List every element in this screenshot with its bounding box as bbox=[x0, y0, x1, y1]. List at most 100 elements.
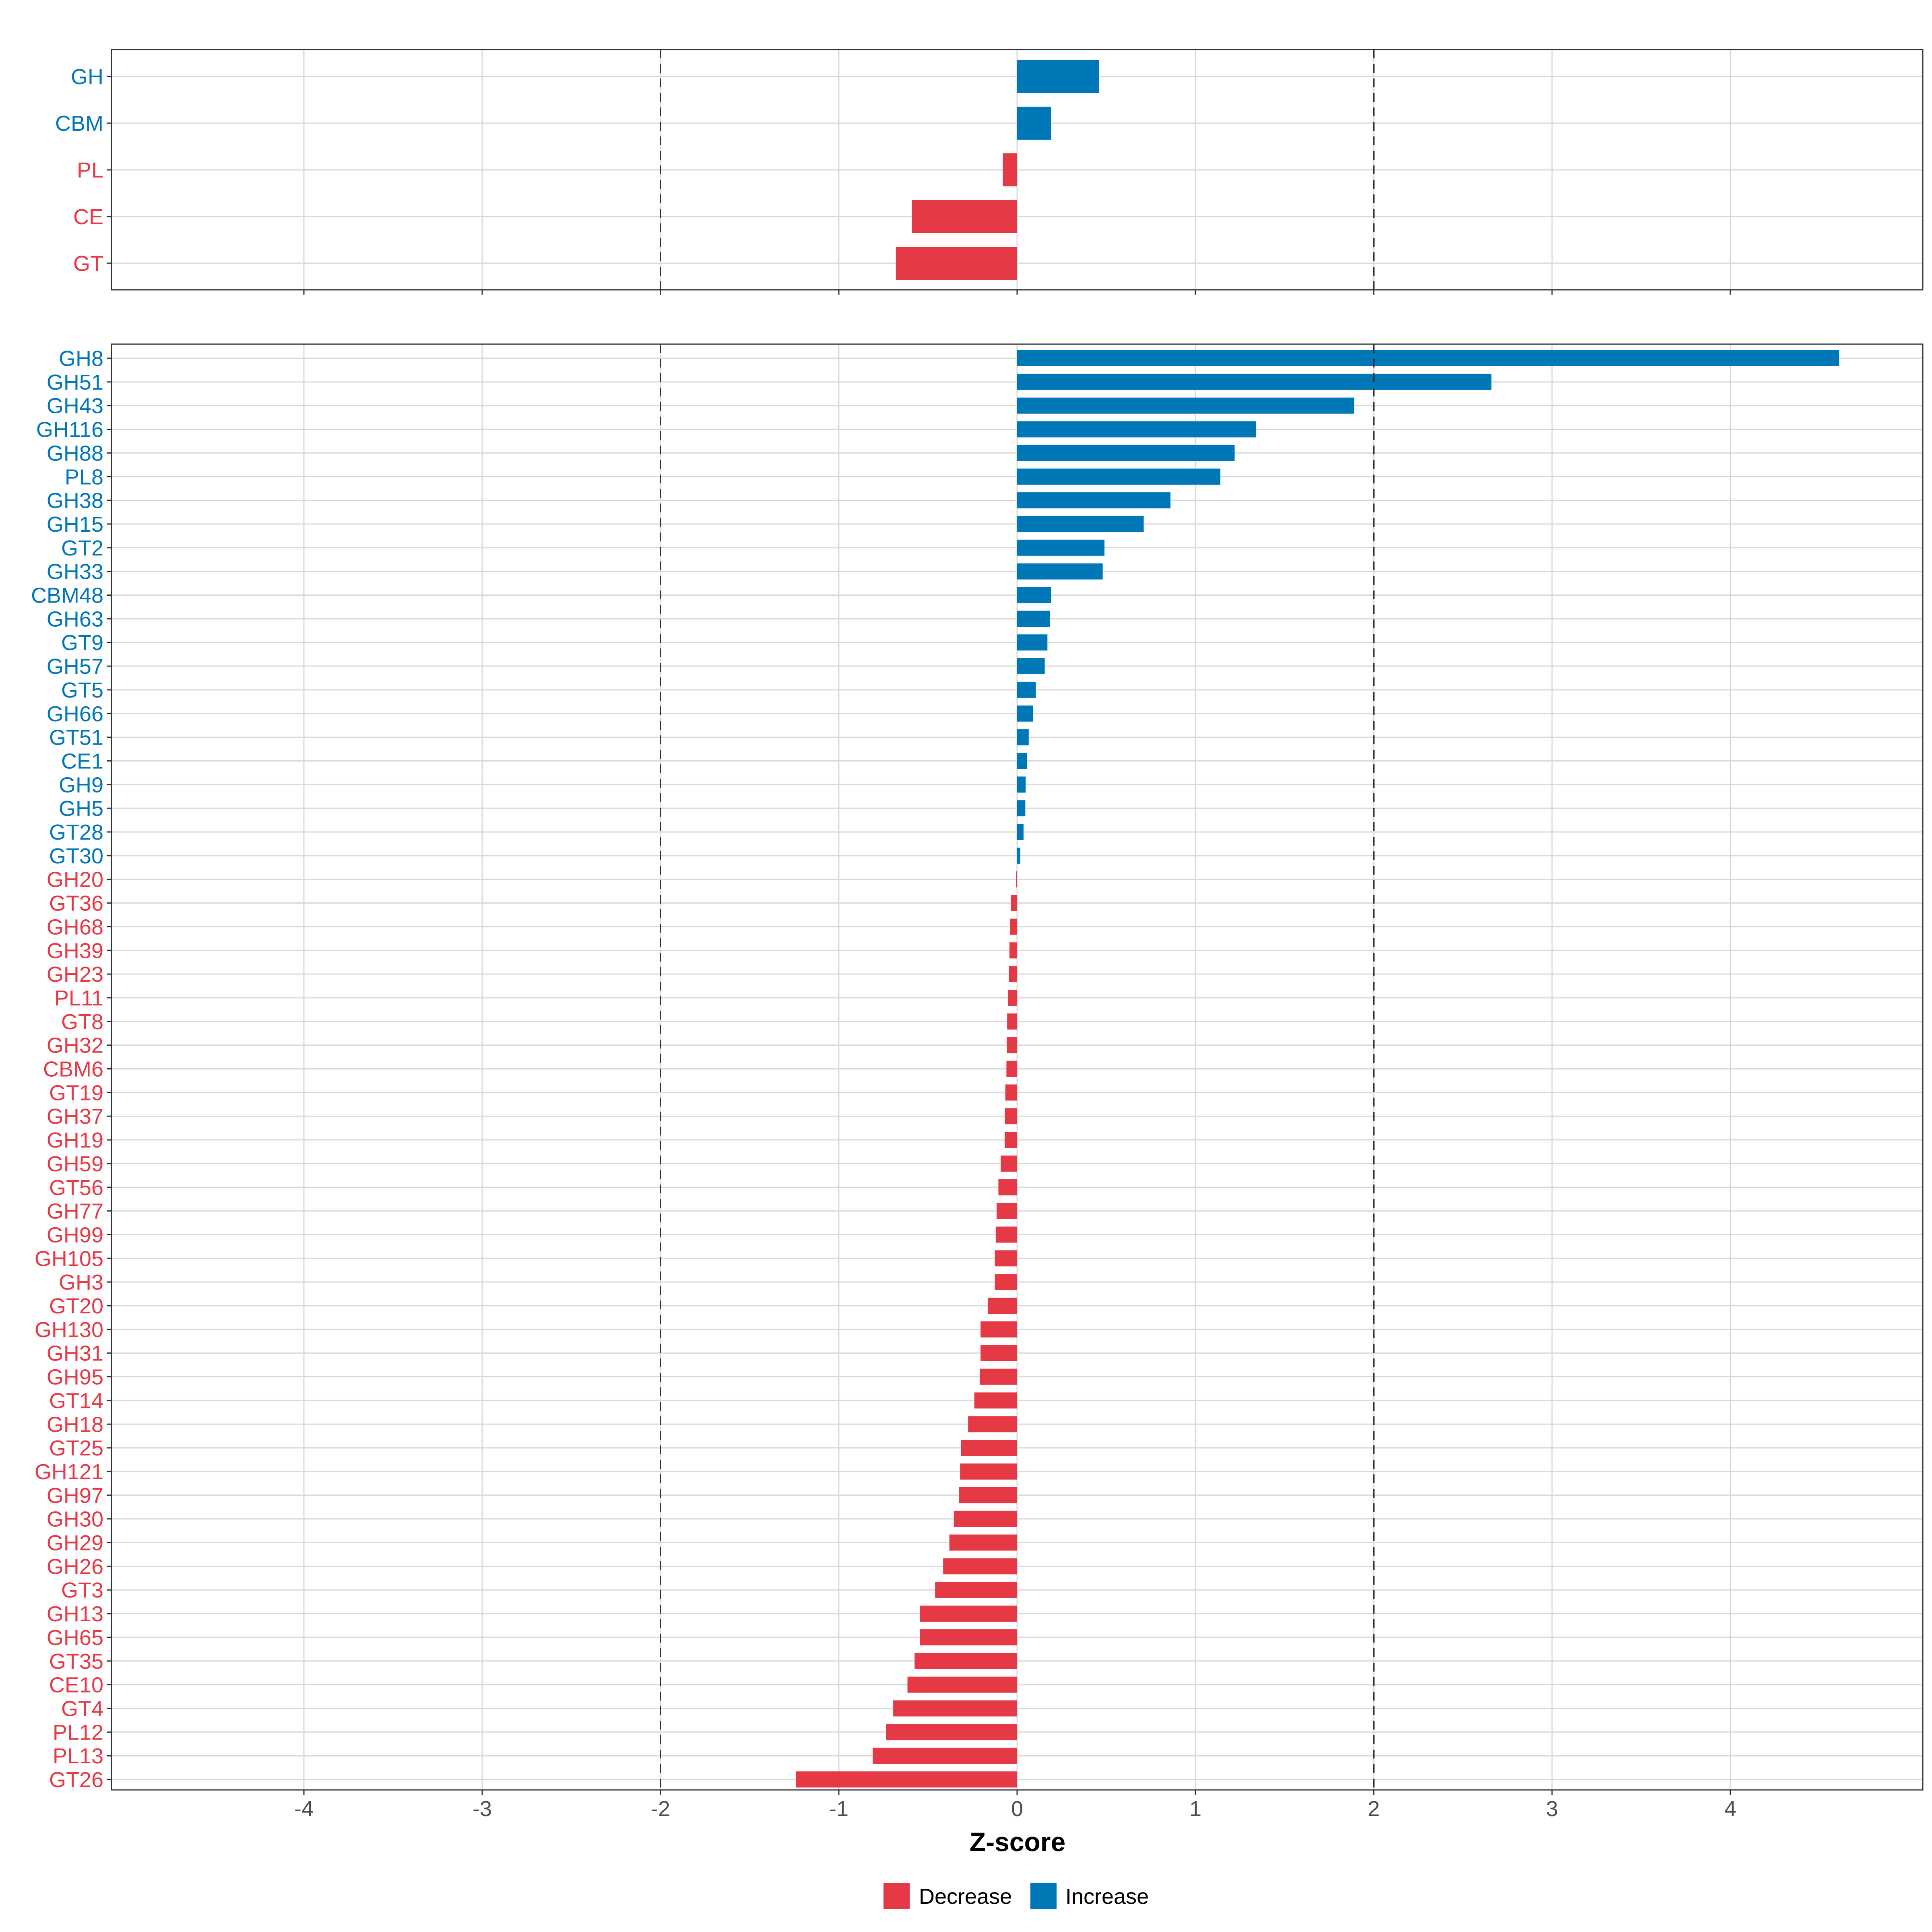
family-bar-GH8 bbox=[1017, 350, 1839, 366]
family-label-GH23: GH23 bbox=[47, 962, 103, 987]
legend-swatch-increase bbox=[1030, 1883, 1057, 1909]
family-bar-GH39 bbox=[1009, 942, 1017, 959]
family-bar-GH105 bbox=[995, 1250, 1017, 1267]
class-label-CBM: CBM bbox=[55, 111, 103, 136]
family-panel-border bbox=[111, 343, 1924, 1791]
family-label-CBM48: CBM48 bbox=[31, 584, 103, 608]
family-panel: GH8GH51GH43GH116GH88PL8GH38GH15GT2GH33CB… bbox=[31, 343, 1924, 1795]
family-label-GH51: GH51 bbox=[47, 370, 103, 394]
family-bar-GH33 bbox=[1017, 563, 1103, 580]
family-bar-GH32 bbox=[1007, 1037, 1017, 1053]
family-bar-CE10 bbox=[907, 1676, 1017, 1693]
family-bar-GH77 bbox=[997, 1203, 1017, 1219]
family-label-GH31: GH31 bbox=[47, 1342, 103, 1366]
family-bar-GH116 bbox=[1017, 421, 1256, 438]
family-bar-GT5 bbox=[1017, 681, 1036, 698]
family-label-GH59: GH59 bbox=[47, 1152, 103, 1176]
family-bar-GH3 bbox=[995, 1274, 1017, 1290]
family-label-GH95: GH95 bbox=[47, 1365, 103, 1389]
class-bar-GT bbox=[896, 247, 1017, 280]
family-bar-GH18 bbox=[968, 1416, 1017, 1432]
family-bar-PL13 bbox=[873, 1748, 1017, 1764]
family-label-GH37: GH37 bbox=[47, 1104, 103, 1129]
family-label-GT20: GT20 bbox=[49, 1294, 103, 1318]
family-label-GT8: GT8 bbox=[61, 1010, 103, 1034]
family-bar-GH95 bbox=[979, 1368, 1017, 1385]
family-label-GH130: GH130 bbox=[35, 1318, 103, 1342]
family-bar-GH97 bbox=[959, 1487, 1017, 1503]
x-tick-label-0: 0 bbox=[1011, 1797, 1023, 1821]
family-label-GH13: GH13 bbox=[47, 1602, 103, 1626]
family-bar-GH65 bbox=[920, 1629, 1017, 1645]
family-label-GT19: GT19 bbox=[49, 1081, 103, 1105]
family-label-GH5: GH5 bbox=[59, 797, 103, 821]
family-bar-GH13 bbox=[920, 1606, 1017, 1622]
family-bar-GH88 bbox=[1017, 445, 1235, 461]
family-bar-CBM48 bbox=[1017, 587, 1051, 603]
family-label-GT26: GT26 bbox=[49, 1768, 103, 1792]
family-label-GH15: GH15 bbox=[47, 512, 103, 537]
family-bar-GT35 bbox=[914, 1653, 1017, 1669]
family-label-GH66: GH66 bbox=[47, 702, 103, 726]
family-label-GH97: GH97 bbox=[47, 1484, 103, 1508]
family-bar-GH37 bbox=[1005, 1108, 1017, 1125]
class-label-CE: CE bbox=[73, 205, 103, 229]
family-label-GH57: GH57 bbox=[47, 654, 103, 679]
family-label-PL13: PL13 bbox=[53, 1744, 103, 1768]
family-label-GT56: GT56 bbox=[49, 1176, 103, 1200]
family-label-GH18: GH18 bbox=[47, 1412, 103, 1437]
legend-swatch-decrease bbox=[883, 1883, 910, 1909]
family-bar-GT14 bbox=[974, 1392, 1017, 1409]
family-bar-GH30 bbox=[954, 1511, 1017, 1527]
family-label-PL12: PL12 bbox=[53, 1720, 103, 1744]
family-bar-GH57 bbox=[1017, 658, 1045, 675]
class-label-GH: GH bbox=[71, 65, 103, 89]
family-bar-GT36 bbox=[1011, 895, 1017, 911]
family-label-GT25: GT25 bbox=[49, 1436, 103, 1460]
class-label-PL: PL bbox=[77, 158, 103, 182]
family-label-CE1: CE1 bbox=[61, 749, 103, 773]
family-label-GH77: GH77 bbox=[47, 1199, 103, 1224]
family-bar-GT20 bbox=[987, 1298, 1017, 1314]
family-label-GT35: GT35 bbox=[49, 1649, 103, 1674]
family-label-GH19: GH19 bbox=[47, 1128, 103, 1152]
legend-label-increase: Increase bbox=[1065, 1885, 1149, 1909]
family-label-CE10: CE10 bbox=[49, 1673, 103, 1697]
x-tick-label-1: 1 bbox=[1189, 1797, 1201, 1821]
x-tick-label--3: -3 bbox=[473, 1797, 492, 1821]
family-bar-GH26 bbox=[943, 1558, 1017, 1575]
family-label-GT5: GT5 bbox=[61, 678, 103, 702]
family-bar-GH63 bbox=[1017, 611, 1050, 627]
family-label-GT30: GT30 bbox=[49, 844, 103, 868]
family-bar-PL12 bbox=[886, 1724, 1017, 1740]
class-bar-CBM bbox=[1017, 107, 1051, 140]
family-label-GT36: GT36 bbox=[49, 892, 103, 916]
family-label-GH65: GH65 bbox=[47, 1626, 103, 1650]
family-bar-GT19 bbox=[1005, 1084, 1017, 1101]
family-label-GH33: GH33 bbox=[47, 560, 103, 584]
family-label-GH88: GH88 bbox=[47, 441, 103, 465]
family-bar-GT2 bbox=[1017, 539, 1105, 556]
family-bar-GH19 bbox=[1004, 1132, 1017, 1148]
class-panel-border bbox=[111, 49, 1924, 291]
x-axis: -4 -3 -2 -1 0 1 2 3 4 bbox=[294, 1797, 1736, 1821]
family-bar-GH68 bbox=[1010, 919, 1017, 935]
family-bar-GT4 bbox=[893, 1700, 1017, 1717]
family-label-CBM6: CBM6 bbox=[43, 1057, 103, 1082]
family-label-GT3: GT3 bbox=[61, 1578, 103, 1602]
legend: Decrease Increase bbox=[883, 1883, 1149, 1909]
family-label-PL11: PL11 bbox=[54, 986, 103, 1010]
family-label-GT2: GT2 bbox=[61, 536, 103, 560]
class-bar-PL bbox=[1003, 153, 1017, 186]
family-bar-GH29 bbox=[949, 1534, 1017, 1551]
family-bar-GH31 bbox=[980, 1345, 1017, 1361]
x-tick-label-3: 3 bbox=[1546, 1797, 1558, 1821]
family-bar-GH59 bbox=[1001, 1155, 1017, 1172]
family-bar-GT9 bbox=[1017, 634, 1048, 651]
family-bar-GH43 bbox=[1017, 397, 1354, 414]
family-label-PL8: PL8 bbox=[65, 465, 103, 489]
x-tick-label-4: 4 bbox=[1724, 1797, 1736, 1821]
family-bar-GH9 bbox=[1017, 776, 1026, 793]
family-bar-GH5 bbox=[1017, 800, 1026, 817]
family-label-GH121: GH121 bbox=[35, 1460, 103, 1484]
